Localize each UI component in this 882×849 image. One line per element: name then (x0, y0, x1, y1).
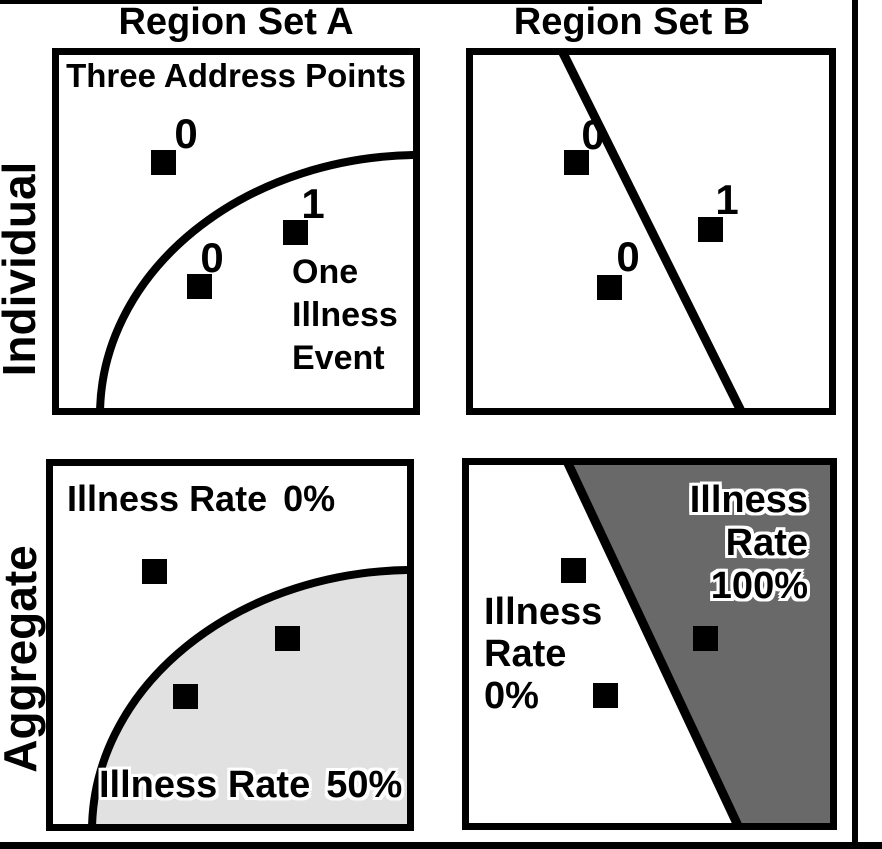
address-point (564, 150, 589, 175)
frame-right-line (852, 0, 858, 849)
region-a-boundary-arc-graphic (96, 151, 413, 408)
caption-line: Event (292, 339, 385, 377)
region-b-boundary-line-graphic (558, 55, 745, 408)
region-a-boundary-arc (96, 151, 413, 408)
illness-rate-100-label: Illness Rate 100% (690, 479, 808, 608)
caption-line: Illness (292, 296, 398, 334)
rate-label-text: Illness Rate (99, 764, 311, 806)
address-point (597, 275, 622, 300)
column-header-region-set-b: Region Set B (513, 1, 751, 43)
address-point (142, 559, 167, 584)
address-point (698, 217, 723, 242)
rate-label-line: Illness (484, 591, 603, 633)
address-point (173, 684, 198, 709)
address-point (151, 150, 176, 175)
address-point (283, 220, 308, 245)
point-count-label: 0 (174, 110, 198, 157)
rate-value-text: 50% (326, 764, 403, 806)
region-b-boundary-line (558, 55, 745, 408)
address-point (593, 683, 618, 708)
illness-rate-0-label: Illness Rate 0% (67, 478, 335, 520)
illness-rate-0-label: Illness Rate 0% (484, 591, 602, 717)
rate-label-line: 100% (710, 565, 808, 607)
rate-value-text: 0% (283, 478, 336, 519)
panel1-caption: One Illness Event (292, 251, 398, 380)
address-point (187, 274, 212, 299)
point-count-label: 1 (715, 176, 739, 223)
rate-label-line: Rate (484, 633, 567, 675)
panel-aggregate-region-a: Illness Rate 0% Illness Rate 50% (46, 459, 414, 831)
frame-top-line (0, 0, 762, 4)
point-count-label: 0 (200, 234, 224, 281)
address-point (275, 626, 300, 651)
caption-line: One (292, 253, 359, 291)
panel1-title: Three Address Points (66, 57, 406, 94)
point-count-label: 0 (581, 111, 605, 158)
frame-bottom-line (0, 842, 882, 849)
rate-label-line: Rate (725, 522, 808, 564)
row-header-individual: Individual (0, 161, 45, 377)
illness-rate-50-region-fill (92, 570, 407, 824)
address-point (693, 626, 718, 651)
illness-rate-50-label: Illness Rate 50% (99, 764, 402, 807)
point-count-label: 0 (616, 233, 640, 280)
panel-individual-region-a: Three Address Points 0 1 0 One Illness E… (52, 48, 420, 415)
region-b-boundary-line (563, 465, 742, 823)
rate-label-line: Illness (689, 479, 808, 521)
panel-aggregate-region-b: Illness Rate 100% Illness Rate 0% (462, 458, 837, 830)
rate-label-text: Illness Rate (67, 478, 268, 519)
column-header-region-set-a: Region Set A (118, 1, 354, 43)
point-count-label: 1 (301, 180, 325, 227)
address-point (561, 558, 586, 583)
region-a-boundary-arc (88, 566, 407, 824)
region-a-aggregate-graphic (88, 566, 407, 824)
panel-individual-region-b: 0 1 0 (466, 48, 836, 415)
row-header-aggregate: Aggregate (0, 545, 46, 773)
rate-label-line: 0% (484, 675, 539, 717)
